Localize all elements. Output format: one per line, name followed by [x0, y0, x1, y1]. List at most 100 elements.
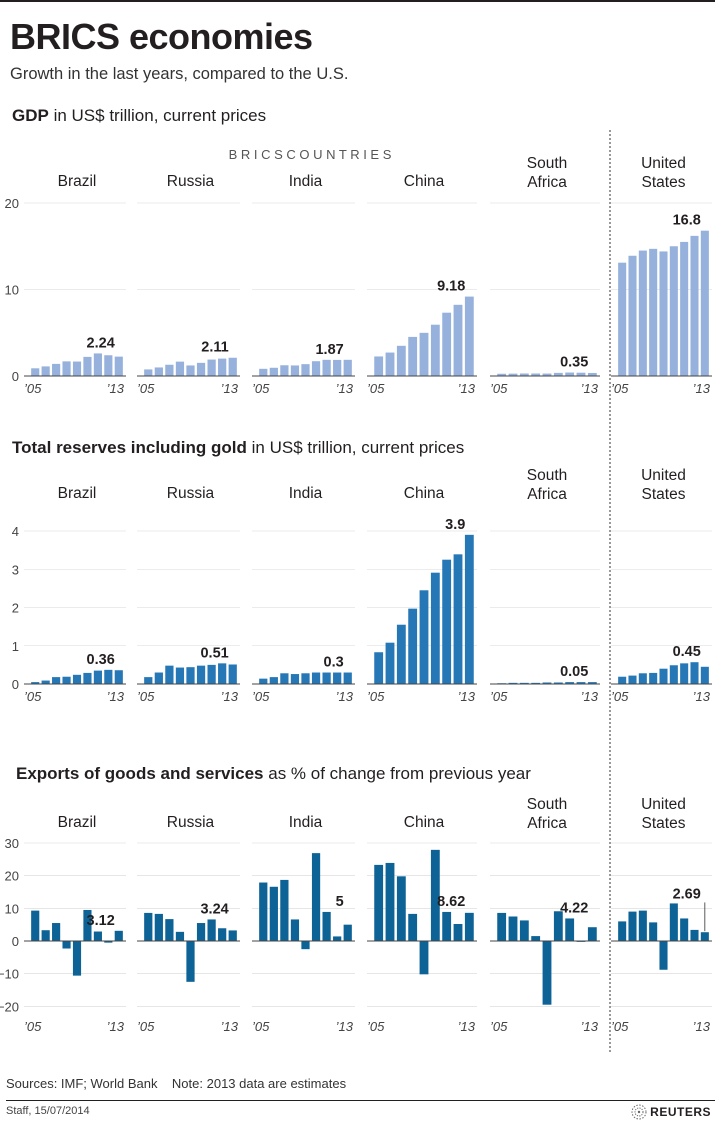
- reuters-logo-text: REUTERS: [650, 1105, 711, 1119]
- reserves-united-states-bar-2008: [649, 672, 658, 684]
- gdp-russia-year-start: ’05: [137, 381, 155, 396]
- reserves-united-states-bar-2009: [659, 668, 668, 684]
- exports-brazil-bar-2007: [52, 923, 61, 941]
- exports-brazil-bar-2012: [104, 941, 113, 943]
- reuters-dots-icon: [631, 1104, 647, 1120]
- top-rule: [0, 0, 715, 2]
- exports-russia-bar-2005: [144, 912, 153, 941]
- reserves-india-bar-2013: [343, 672, 352, 684]
- gdp-brazil-bar-2012: [104, 355, 113, 376]
- reserves-brazil-bar-2008: [62, 676, 71, 684]
- exports-russia-value-label: 3.24: [200, 901, 228, 917]
- reserves-ytick-label: 3: [12, 562, 19, 577]
- exports-title-bold: Exports of goods and services: [16, 764, 264, 783]
- reserves-russia-bar-2006: [154, 672, 163, 684]
- gdp-ytick-label: 10: [5, 283, 19, 298]
- exports-united-states-bar-2012: [690, 929, 699, 941]
- exports-china-bar-2011: [442, 911, 452, 941]
- reserves-china-bar-2009: [419, 590, 429, 684]
- reserves-brazil-year-end: ’13: [107, 689, 125, 704]
- reserves-india-year-start: ’05: [252, 689, 270, 704]
- gdp-united-states-bar-2007: [638, 250, 647, 376]
- reserves-united-states-name-line1: United: [641, 467, 686, 484]
- reserves-brazil-year-start: ’05: [24, 689, 42, 704]
- brics-small-multiples-chart: B R I C S C O U N T R I E S01020Brazil2.…: [0, 130, 712, 1052]
- exports-ytick-label: −20: [0, 999, 19, 1014]
- reserves-india-bar-2005: [259, 678, 268, 684]
- exports-china-bar-2010: [430, 849, 440, 941]
- gdp-south-africa-bar-2011: [565, 372, 575, 376]
- reserves-united-states-year-end: ’13: [693, 689, 711, 704]
- exports-south-africa-bar-2011: [565, 918, 575, 941]
- gdp-south-africa-bar-2010: [553, 372, 563, 376]
- reserves-united-states-bar-2011: [680, 663, 689, 685]
- exports-russia-bar-2011: [207, 919, 216, 941]
- reserves-china-bar-2012: [453, 554, 463, 684]
- reserves-brazil-bar-2007: [52, 677, 61, 684]
- gdp-brazil-bar-2009: [72, 361, 82, 376]
- exports-china-bar-2006: [385, 862, 395, 941]
- gdp-china-bar-2009: [419, 332, 429, 376]
- exports-title-rest: as % of change from previous year: [263, 764, 531, 783]
- exports-brazil-bar-2005: [31, 910, 40, 941]
- gdp-south-africa-bar-2005: [497, 373, 507, 376]
- gdp-united-states-bar-2009: [659, 251, 668, 376]
- exports-ytick-label: 30: [5, 836, 19, 851]
- reserves-united-states-bar-2013: [700, 666, 709, 684]
- reserves-brazil-bar-2010: [83, 672, 92, 684]
- exports-india-value-label: 5: [336, 894, 344, 910]
- gdp-india-bar-2012: [333, 359, 342, 376]
- gdp-india-name: India: [289, 173, 323, 190]
- page-title: BRICS economies: [10, 16, 313, 57]
- reserves-brazil-bar-2006: [41, 680, 50, 684]
- exports-ytick-label: 10: [5, 901, 19, 916]
- reserves-section-title: Total reserves including gold in US$ tri…: [12, 438, 464, 458]
- exports-china-bar-2005: [374, 864, 384, 941]
- brics-countries-label: B R I C S C O U N T R I E S: [229, 147, 392, 162]
- gdp-russia-bar-2006: [154, 367, 163, 376]
- exports-south-africa-value-label: 4.22: [560, 900, 588, 916]
- exports-south-africa-year-end: ’13: [581, 1019, 599, 1034]
- reserves-south-africa-year-end: ’13: [581, 689, 599, 704]
- reserves-china-bar-2008: [408, 608, 418, 684]
- exports-south-africa-bar-2005: [497, 912, 507, 941]
- gdp-brazil-bar-2008: [62, 361, 71, 376]
- reserves-united-states-bar-2005: [618, 676, 627, 684]
- gdp-india-bar-2011: [322, 359, 331, 376]
- reserves-china-bar-2013: [464, 534, 474, 684]
- exports-ytick-label: −10: [0, 967, 19, 982]
- exports-china-year-end: ’13: [458, 1019, 476, 1034]
- gdp-brazil-bar-2007: [52, 363, 61, 376]
- sources-note: Sources: IMF; World Bank Note: 2013 data…: [6, 1076, 347, 1091]
- reserves-south-africa-bar-2013: [587, 682, 597, 684]
- exports-south-africa-year-start: ’05: [490, 1019, 508, 1034]
- gdp-south-africa-bar-2006: [508, 373, 518, 376]
- gdp-china-bar-2008: [408, 336, 418, 376]
- reserves-united-states-year-start: ’05: [611, 689, 629, 704]
- gdp-south-africa-bar-2009: [542, 373, 552, 376]
- reserves-brazil-value-label: 0.36: [87, 652, 115, 668]
- reuters-logo: REUTERS: [631, 1104, 711, 1120]
- exports-china-bar-2008: [408, 913, 418, 941]
- exports-brazil-year-start: ’05: [24, 1019, 42, 1034]
- exports-united-states-bar-2013: [700, 932, 709, 941]
- reserves-brazil-bar-2011: [93, 670, 102, 684]
- gdp-united-states-name-line2: States: [642, 174, 686, 191]
- exports-china-value-label: 8.62: [437, 894, 465, 910]
- gdp-south-africa-name-line2: Africa: [527, 174, 567, 191]
- bottom-rule: [6, 1100, 715, 1101]
- reserves-china-year-start: ’05: [367, 689, 385, 704]
- exports-united-states-bar-2007: [638, 910, 647, 941]
- exports-russia-bar-2009: [186, 941, 195, 982]
- exports-brazil-year-end: ’13: [107, 1019, 125, 1034]
- exports-united-states-name-line2: States: [642, 815, 686, 832]
- exports-united-states-year-end: ’13: [693, 1019, 711, 1034]
- exports-south-africa-name-line1: South: [527, 796, 568, 813]
- exports-india-name: India: [289, 814, 323, 831]
- reserves-china-year-end: ’13: [458, 689, 476, 704]
- exports-brazil-bar-2008: [62, 941, 71, 949]
- gdp-china-name: China: [404, 173, 445, 190]
- exports-russia-name: Russia: [167, 814, 215, 831]
- exports-brazil-bar-2010: [83, 909, 92, 941]
- gdp-united-states-bar-2006: [628, 255, 637, 376]
